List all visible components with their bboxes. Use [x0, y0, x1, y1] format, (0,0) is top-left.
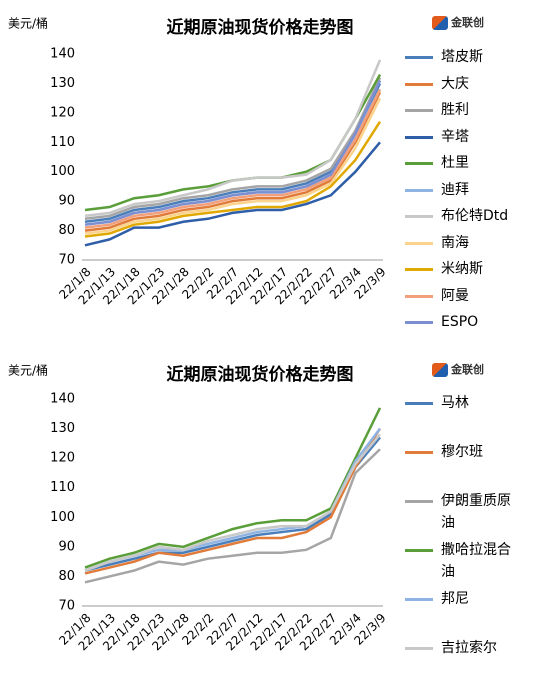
legend-label: 胜利	[441, 102, 469, 118]
legend-item: 迪拜	[405, 179, 521, 201]
legend-swatch	[405, 500, 433, 503]
y-tick-label: 120	[50, 105, 75, 120]
series-line	[84, 141, 381, 247]
legend-swatch	[405, 268, 433, 271]
legend-item: ESPO	[405, 311, 521, 333]
legend-swatch	[405, 135, 433, 139]
legend-label: 布伦特Dtd	[441, 208, 509, 224]
y-tick-label: 130	[50, 421, 75, 436]
legend-item: 大庆	[405, 73, 521, 95]
legend-swatch	[405, 647, 433, 650]
legend-item: 杜里	[405, 152, 521, 174]
legend-item: 邦尼	[405, 588, 521, 610]
series-line	[84, 79, 382, 226]
y-tick-label: 80	[58, 569, 75, 584]
logo-icon	[432, 16, 448, 30]
legend-swatch	[405, 402, 433, 405]
legend-item: 辛塔	[405, 126, 521, 148]
legend-label: 马林	[441, 395, 469, 411]
series-line	[84, 436, 381, 572]
legend-item: 塔皮斯	[405, 46, 521, 68]
legend-swatch	[405, 56, 433, 59]
y-tick-label: 80	[58, 223, 75, 238]
legend-label: 穆尔班	[441, 444, 483, 460]
legend-label: 邦尼	[441, 591, 469, 607]
legend-swatch	[405, 294, 433, 298]
legend-label: 米纳斯	[441, 261, 483, 277]
logo-icon	[432, 363, 448, 377]
y-tick-label: 70	[58, 253, 75, 268]
series-line	[84, 97, 382, 235]
legend-swatch	[405, 82, 433, 86]
legend-item: 布伦特Dtd	[405, 205, 521, 227]
legend-item: 撒哈拉混合油	[405, 539, 521, 583]
legend-swatch	[405, 321, 433, 324]
legend-label: 辛塔	[441, 128, 469, 145]
y-tick-label: 70	[58, 599, 75, 614]
legend-label: 吉拉索尔	[441, 640, 497, 656]
y-tick-label: 110	[50, 135, 75, 150]
series-line	[84, 59, 382, 218]
legend-swatch	[405, 241, 433, 245]
legend-item: 穆尔班	[405, 441, 521, 463]
legend-item: 伊朗重质原油	[405, 490, 521, 534]
logo-text: 金联创	[451, 16, 484, 29]
y-tick-label: 90	[58, 539, 75, 554]
y-tick-label: 140	[50, 392, 75, 407]
chart: 近期原油现货价格走势图美元/桶70809010011012013014022/1…	[8, 363, 389, 654]
series-line	[84, 82, 382, 223]
legend-swatch	[405, 109, 433, 112]
y-tick-label: 100	[50, 164, 75, 179]
legend-label: 撒哈拉混合油	[441, 542, 511, 580]
legend-label: 迪拜	[441, 181, 469, 198]
legend-swatch	[405, 188, 433, 192]
legend-item: 阿曼	[405, 285, 521, 307]
series-line	[84, 77, 382, 221]
y-tick-label: 100	[50, 510, 75, 525]
legend-swatch	[405, 549, 433, 552]
series-line	[84, 88, 382, 229]
logo-text: 金联创	[451, 363, 484, 376]
y-axis-label: 美元/桶	[8, 363, 48, 378]
y-tick-label: 140	[50, 47, 75, 62]
chart: 近期原油现货价格走势图美元/桶70809010011012013014022/1…	[8, 16, 389, 308]
legend-label: 塔皮斯	[441, 49, 483, 65]
y-tick-label: 90	[58, 194, 75, 209]
legend-item: 吉拉索尔	[405, 637, 521, 659]
legend-item: 南海	[405, 232, 521, 254]
legend-item: 马林	[405, 392, 521, 414]
legend-swatch	[405, 598, 433, 601]
y-tick-label: 130	[50, 76, 75, 91]
legend-item: 米纳斯	[405, 258, 521, 280]
legend-label: 伊朗重质原油	[441, 493, 511, 531]
legend-label: 阿曼	[441, 287, 469, 304]
legend-item: 胜利	[405, 99, 521, 121]
legend-swatch	[405, 162, 433, 165]
series-line	[84, 121, 382, 238]
logo: 金联创	[432, 14, 484, 30]
y-tick-label: 120	[50, 451, 75, 466]
series-line	[84, 407, 382, 569]
y-axis-label: 美元/桶	[8, 16, 48, 31]
legend-swatch	[405, 215, 433, 218]
chart-title: 近期原油现货价格走势图	[167, 364, 354, 385]
chart-title: 近期原油现货价格走势图	[167, 17, 354, 38]
chart-panel: 近期原油现货价格走势图 美元/桶 70 80 90 100 110 120 130 140 22/1…	[0, 345, 542, 687]
series-line	[84, 448, 381, 584]
legend-label: 南海	[441, 234, 469, 251]
series-line	[84, 91, 382, 232]
legend-label: 杜里	[441, 155, 469, 171]
legend-swatch	[405, 451, 433, 454]
series-line	[84, 433, 381, 572]
legend-label: 大庆	[441, 75, 469, 92]
legend-label: ESPO	[441, 314, 479, 330]
logo: 金联创	[432, 361, 484, 377]
y-tick-label: 110	[50, 480, 75, 495]
chart-panel: 近期原油现货价格走势图 美元/桶 70 80 90 100 110 120 130 140 22/1…	[0, 0, 542, 340]
series-line	[84, 427, 382, 575]
